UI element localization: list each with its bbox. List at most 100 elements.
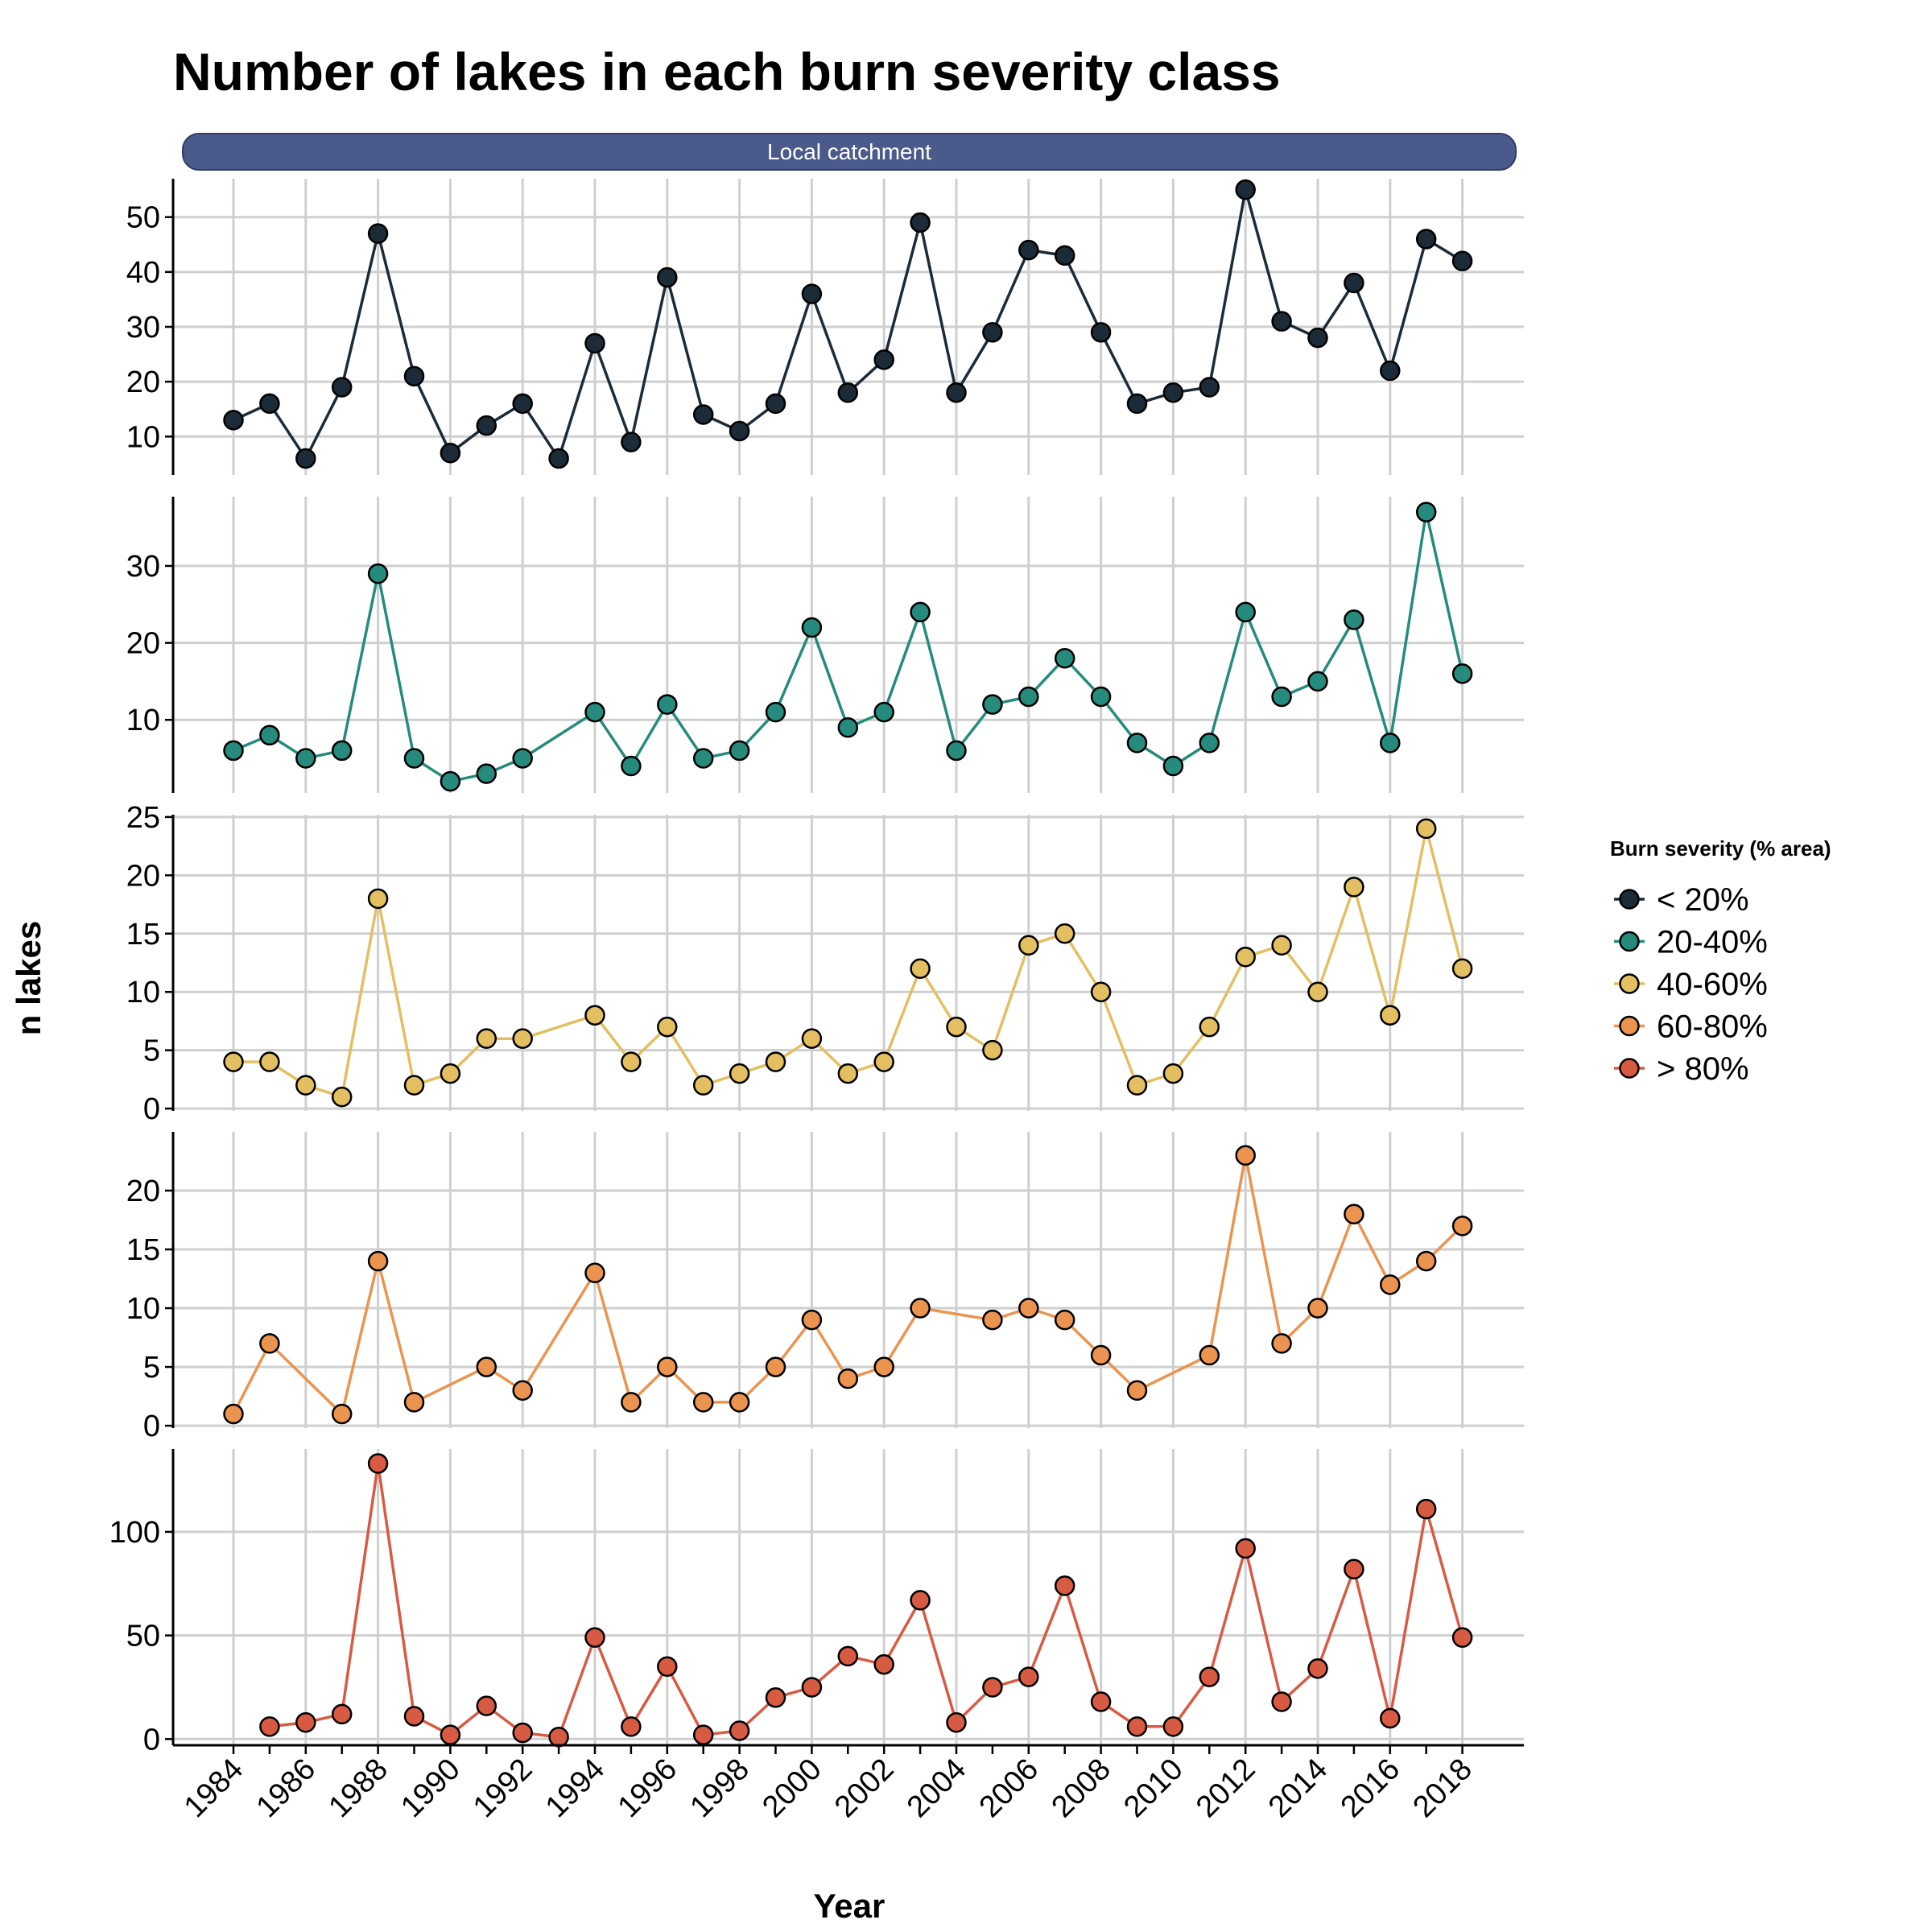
panel-4: 0 5 10 15 20	[126, 1132, 1524, 1443]
legend-marker	[1619, 889, 1640, 910]
data-point	[440, 442, 461, 464]
x-axis: 1984 1986 1988 1990 1992 1994 1996 1998 2000 2002…	[173, 1744, 1524, 1824]
data-point	[1162, 755, 1184, 777]
data-point	[910, 1298, 931, 1319]
legend-item: < 20%	[1614, 882, 1749, 918]
legend-label: 20-40%	[1657, 925, 1768, 960]
data-point	[765, 393, 786, 415]
data-point	[1235, 601, 1256, 623]
data-point	[765, 701, 786, 723]
legend-item: > 80%	[1614, 1051, 1749, 1087]
data-point	[946, 1711, 967, 1733]
data-point	[1235, 179, 1256, 200]
data-point	[982, 1309, 1003, 1331]
legend-item: 40-60%	[1614, 967, 1768, 1002]
data-point	[657, 1356, 678, 1377]
data-point	[512, 393, 533, 415]
data-point	[946, 1016, 967, 1038]
data-point	[873, 1653, 894, 1675]
data-point	[657, 1016, 678, 1038]
data-point	[223, 1051, 244, 1072]
data-point	[1380, 1274, 1401, 1295]
x-tick-label: 1992	[467, 1752, 539, 1824]
data-point	[910, 1590, 931, 1611]
data-point	[837, 1368, 859, 1389]
data-point	[1344, 1203, 1364, 1224]
data-point	[621, 431, 642, 452]
data-point	[1199, 377, 1220, 398]
data-point	[1451, 958, 1473, 979]
data-point	[657, 694, 678, 715]
data-point	[584, 1627, 605, 1648]
panel-2: 10 20 30	[126, 497, 1524, 793]
x-tick-label: 1996	[612, 1752, 683, 1824]
data-point	[331, 1703, 353, 1725]
data-point	[982, 322, 1003, 343]
data-point	[1090, 686, 1112, 708]
data-point	[1235, 947, 1256, 968]
y-tick-label: 15	[126, 918, 160, 952]
data-point	[1380, 360, 1401, 382]
data-point	[837, 382, 859, 403]
data-point	[1126, 1380, 1148, 1402]
data-point	[440, 1063, 461, 1084]
chart-panels: 10 20 30 40 50 10 20 30 0 5 10 15 20 25 0 5 10 15 20 0 50 100	[109, 179, 1524, 1757]
panel-5: 0 50 100	[109, 1449, 1524, 1757]
data-point	[1344, 272, 1364, 294]
x-tick-label: 2002	[828, 1752, 900, 1824]
data-point	[801, 1028, 823, 1049]
legend-marker	[1619, 1015, 1640, 1037]
data-point	[946, 382, 967, 403]
data-point	[259, 724, 280, 746]
data-point	[259, 393, 280, 415]
data-point	[692, 1075, 714, 1096]
data-point	[1344, 609, 1364, 630]
data-point	[1054, 923, 1075, 944]
x-tick-label: 1984	[178, 1752, 250, 1824]
x-tick-label: 2016	[1335, 1752, 1406, 1824]
x-tick-label: 2018	[1406, 1752, 1478, 1824]
data-point	[367, 1250, 389, 1272]
data-point	[584, 701, 605, 723]
data-point	[367, 888, 389, 910]
data-point	[295, 1075, 316, 1096]
data-point	[512, 1380, 533, 1402]
data-point	[692, 1392, 714, 1413]
data-point	[1018, 1666, 1039, 1687]
data-point	[873, 349, 894, 370]
data-point	[837, 1063, 859, 1084]
data-point	[1380, 733, 1401, 753]
x-tick-label: 1986	[250, 1752, 322, 1824]
data-point	[584, 1262, 605, 1283]
panel-1: 10 20 30 40 50	[126, 179, 1524, 475]
x-tick-label: 2000	[756, 1752, 828, 1824]
x-tick-label: 1990	[394, 1752, 466, 1824]
data-point	[1307, 1658, 1328, 1679]
data-point	[1126, 1716, 1148, 1737]
y-axis-title: n lakes	[10, 921, 47, 1035]
data-point	[946, 740, 967, 762]
y-tick-label: 10	[126, 1292, 160, 1326]
data-point	[1415, 1498, 1437, 1520]
data-point	[512, 1722, 533, 1744]
legend-label: < 20%	[1657, 882, 1749, 918]
data-point	[837, 717, 859, 738]
y-tick-label: 0	[143, 1723, 160, 1757]
legend-label: 40-60%	[1657, 967, 1768, 1002]
data-point	[692, 1724, 714, 1745]
data-point	[873, 1051, 894, 1072]
x-tick-label: 2004	[901, 1752, 972, 1824]
data-point	[512, 1028, 533, 1049]
facet-strip-background	[182, 133, 1517, 171]
legend-item: 20-40%	[1614, 925, 1768, 960]
data-point	[584, 1005, 605, 1026]
data-point	[403, 1075, 425, 1096]
data-point	[1415, 818, 1437, 840]
data-point	[584, 332, 605, 354]
y-tick-label: 20	[126, 1174, 160, 1208]
data-point	[657, 1656, 678, 1677]
x-axis-title: Year	[814, 1887, 886, 1925]
series-line	[233, 510, 1464, 783]
data-point	[1054, 1309, 1075, 1331]
